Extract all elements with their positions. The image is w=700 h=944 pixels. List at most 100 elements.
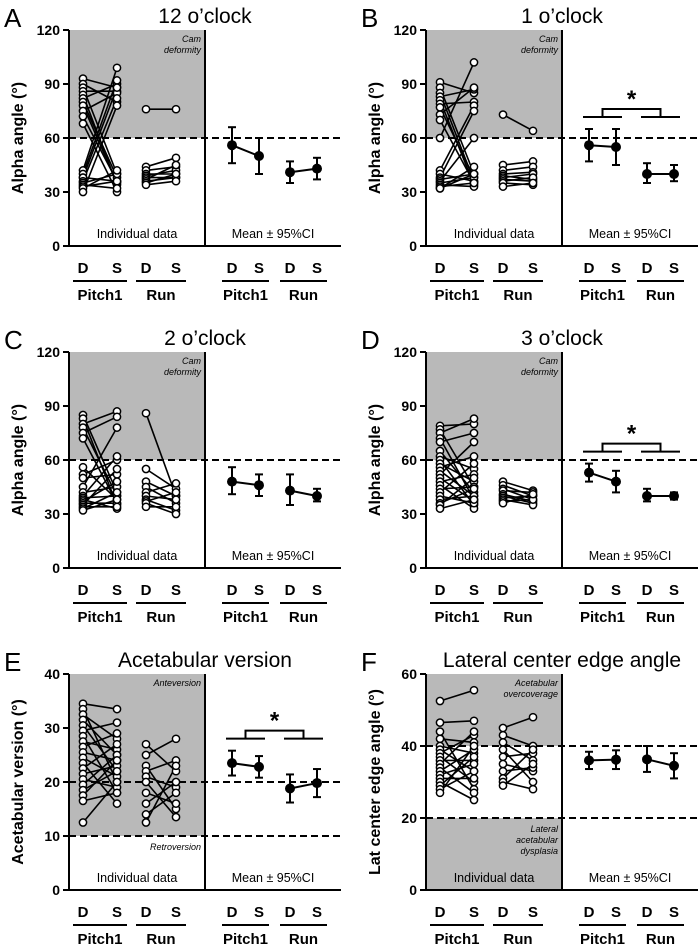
pitch1-s-point xyxy=(112,718,122,727)
y-tick-label: 0 xyxy=(52,238,60,254)
run-s-point xyxy=(528,777,538,787)
side-label-d: D xyxy=(498,904,509,921)
shaded-region xyxy=(69,674,205,836)
pitch1-pair-line xyxy=(439,495,475,504)
pitch1-pair-line xyxy=(82,83,118,103)
side-label-s: S xyxy=(669,582,679,599)
pitch1-pair-line xyxy=(439,110,475,178)
pitch1-s-point xyxy=(469,133,479,143)
pitch1-pair-line xyxy=(439,745,475,754)
y-tick-label: 30 xyxy=(44,184,60,200)
region-annotation: Cam xyxy=(182,356,202,366)
mean-point xyxy=(227,476,237,487)
run-pair-line xyxy=(502,734,534,747)
run-pair-line xyxy=(145,164,177,181)
side-label-s: S xyxy=(469,904,479,921)
run-d-point xyxy=(141,408,151,418)
significance-bracket: * xyxy=(583,86,680,118)
pitch1-s-point xyxy=(469,727,479,736)
run-pair-line xyxy=(145,502,177,515)
mean-point xyxy=(254,151,264,161)
pitch1-s-point xyxy=(469,495,479,504)
significance-bracket: * xyxy=(226,708,323,740)
pitch1-s-point xyxy=(112,176,122,186)
panel-title: 3 o’clock xyxy=(521,327,603,350)
run-s-point xyxy=(171,799,181,808)
side-label-d: D xyxy=(285,260,296,277)
pitch1-pair-line xyxy=(82,87,118,178)
panel-b: 0 30 60 90 120 B 1 o’clock Alpha angle (°) Indiv… xyxy=(361,3,698,304)
y-tick-label: 40 xyxy=(401,738,417,754)
y-tick-label: 60 xyxy=(401,130,417,146)
pitch1-pair-line xyxy=(82,105,118,193)
group-label: Run xyxy=(646,609,675,626)
region-annotation: Anteversion xyxy=(152,678,201,688)
mean-point xyxy=(611,142,621,152)
mean-point xyxy=(642,754,652,765)
pitch1-s-point xyxy=(112,423,122,432)
region-annotation: Acetabular xyxy=(514,678,559,688)
side-label-s: S xyxy=(469,260,479,277)
run-s-point xyxy=(528,712,538,722)
pitch1-s-point xyxy=(112,94,122,103)
pitch1-s-point xyxy=(112,799,122,808)
side-label-s: S xyxy=(528,260,538,277)
pitch1-pair-line xyxy=(439,417,475,434)
run-pair-line xyxy=(145,759,177,772)
run-s-point xyxy=(171,488,181,497)
pitch1-s-point xyxy=(112,412,122,422)
run-d-point xyxy=(498,752,508,762)
mean-point xyxy=(669,760,679,771)
side-label-d: D xyxy=(642,904,653,921)
y-tick-label: 120 xyxy=(37,344,61,360)
group-label: Pitch1 xyxy=(77,287,122,304)
side-label-d: D xyxy=(285,904,296,921)
pitch1-pair-line xyxy=(439,477,475,506)
pitch1-pair-line xyxy=(82,735,118,794)
side-label-d: D xyxy=(227,904,238,921)
side-label-s: S xyxy=(254,260,264,277)
pitch1-s-point xyxy=(112,184,122,193)
shaded-region xyxy=(426,352,562,460)
pitch1-s-point xyxy=(112,766,122,776)
pitch1-pair-line xyxy=(439,495,475,501)
group-label: Pitch1 xyxy=(580,931,625,944)
group-label: Run xyxy=(289,287,318,304)
y-axis-label: Alpha angle (°) xyxy=(10,82,27,194)
pitch1-pair-line xyxy=(439,477,475,503)
pitch1-s-point xyxy=(112,729,122,738)
pitch1-pair-line xyxy=(439,498,475,510)
pitch1-pair-line xyxy=(82,438,118,504)
run-pair-line xyxy=(145,765,177,823)
side-label-d: D xyxy=(642,260,653,277)
pitch1-s-point xyxy=(469,437,479,447)
region-annotation: Cam xyxy=(539,356,559,366)
run-s-point xyxy=(528,759,538,769)
run-pair-line xyxy=(502,176,534,182)
group-label: Run xyxy=(146,931,175,944)
run-pair-line xyxy=(502,160,534,166)
side-label-s: S xyxy=(669,904,679,921)
run-pair-line xyxy=(502,480,534,492)
run-pair-line xyxy=(502,741,534,762)
run-pair-line xyxy=(502,166,534,172)
bracket-connector xyxy=(601,108,662,117)
pitch1-s-point xyxy=(469,788,479,798)
side-label-s: S xyxy=(254,904,264,921)
run-s-point xyxy=(528,784,538,794)
pitch1-s-point xyxy=(112,477,122,486)
pitch1-pair-line xyxy=(439,101,475,105)
pitch1-s-point xyxy=(112,495,122,504)
run-pair-line xyxy=(502,173,534,179)
significance-bracket: * xyxy=(583,421,680,453)
pitch1-s-point xyxy=(469,774,479,783)
side-label-s: S xyxy=(171,260,181,277)
pitch1-s-point xyxy=(112,63,122,73)
pitch1-d-point xyxy=(78,818,88,827)
pitch1-pair-line xyxy=(82,169,118,190)
side-label-d: D xyxy=(227,260,238,277)
pitch1-s-point xyxy=(469,428,479,438)
pitch1-s-point xyxy=(112,502,122,512)
mean-point xyxy=(227,140,237,151)
